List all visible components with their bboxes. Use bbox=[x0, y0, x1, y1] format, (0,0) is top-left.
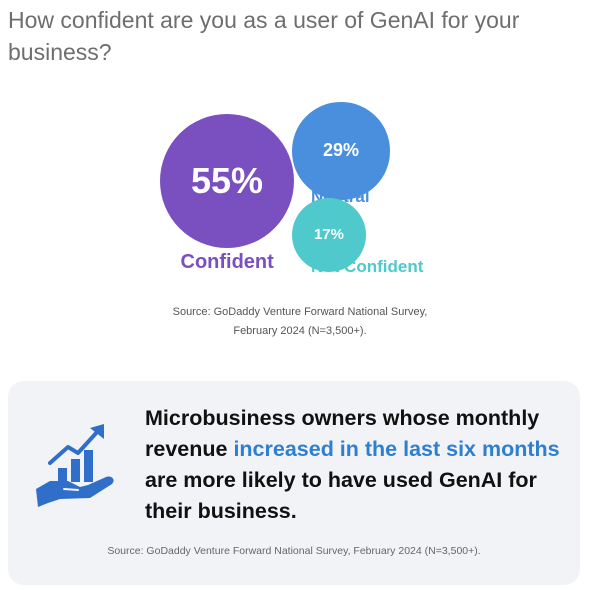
insight-text: Microbusiness owners whose monthly reven… bbox=[145, 403, 565, 527]
bubble-label-not-confident: Not Confident bbox=[311, 256, 424, 276]
insight-text-end: are more likely to have used GenAI for t… bbox=[145, 468, 537, 523]
bubble-confident: 55% bbox=[160, 114, 294, 248]
bubble-label-confident: Confident bbox=[180, 251, 274, 273]
insight-text-highlight: increased in the last six months bbox=[233, 437, 560, 461]
card-source: Source: GoDaddy Venture Forward National… bbox=[107, 545, 481, 557]
bubble-neutral: 29% bbox=[292, 102, 390, 200]
chart-source: Source: GoDaddy Venture Forward National… bbox=[172, 306, 428, 337]
insight-card: Microbusiness owners whose monthly reven… bbox=[8, 381, 580, 585]
hand-holding-rising-chart-icon bbox=[36, 424, 114, 507]
page-title: How confident are you as a user of GenAI… bbox=[8, 7, 520, 65]
insight-text-start: Microbusiness owners whose monthly reven… bbox=[145, 406, 540, 461]
bubble-not-confident: 17% bbox=[291, 197, 367, 273]
bubble-chart: 55% Confident 29% Neutral 17% Not Confident bbox=[160, 102, 424, 276]
